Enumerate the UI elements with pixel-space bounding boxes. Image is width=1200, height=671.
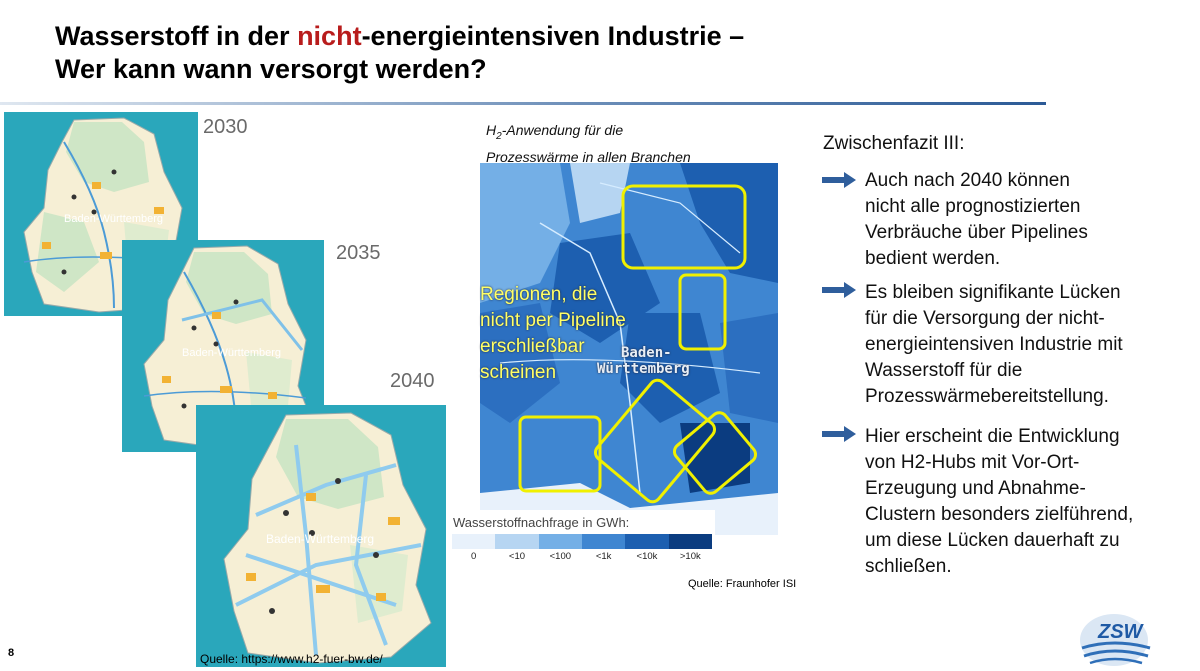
heatmap-source: Quelle: Fraunhofer ISI bbox=[688, 578, 797, 590]
slide-title: Wasserstoff in der nicht-energieintensiv… bbox=[55, 20, 744, 86]
heatmap-region-label: Baden- Württemberg bbox=[597, 345, 690, 377]
legend-title: Wasserstoffnachfrage in GWh: bbox=[453, 515, 630, 530]
logo-text: ZSW bbox=[1097, 621, 1145, 643]
title-text: -energieintensiven Industrie – bbox=[361, 21, 745, 51]
legend-swatch bbox=[581, 534, 626, 549]
title-text: Wasserstoff in der bbox=[55, 21, 298, 51]
legend-tick: <1k bbox=[595, 551, 612, 562]
arrow-right-icon bbox=[822, 172, 856, 188]
year-label-2040: 2040 bbox=[390, 370, 435, 392]
overlay-line: scheinen bbox=[480, 362, 557, 383]
fazit-bullet-1: Auch nach 2040 können nicht alle prognost… bbox=[865, 170, 1088, 269]
map-2040: Baden-Württemberg bbox=[196, 405, 446, 667]
maps-source: Quelle: https://www.h2-fuer-bw.de/ bbox=[200, 652, 383, 666]
map-land-label: Baden-Württemberg bbox=[64, 213, 163, 225]
arrow-right-icon bbox=[822, 282, 856, 298]
heatmap-title: H2-Anwendung für die Prozesswärme in all… bbox=[486, 120, 691, 167]
legend-swatch bbox=[538, 534, 582, 549]
year-label-2035: 2035 bbox=[336, 242, 381, 264]
overlay-line: Regionen, die bbox=[480, 284, 598, 305]
title-text: Prozesswärme in allen Branchen bbox=[486, 148, 691, 165]
map-land-label: Baden-Württemberg bbox=[266, 532, 374, 546]
heatmap-legend: Wasserstoffnachfrage in GWh: 0 <10 <100 … bbox=[450, 510, 715, 574]
legend-tick: <100 bbox=[549, 551, 572, 562]
legend-swatch bbox=[625, 534, 669, 549]
fazit-heading: Zwischenfazit III: bbox=[823, 133, 965, 154]
zsw-logo: ZSW bbox=[1080, 614, 1151, 666]
title-highlight: nicht bbox=[297, 21, 362, 51]
overlay-line: nicht per Pipeline bbox=[480, 310, 626, 331]
legend-swatch bbox=[452, 534, 496, 549]
legend-ticks: 0 <10 <100 <1k <10k >10k bbox=[452, 551, 712, 562]
title-text: H bbox=[486, 122, 497, 138]
legend-tick: 0 bbox=[471, 551, 477, 562]
legend-tick: <10k bbox=[636, 551, 658, 562]
legend-color-bar bbox=[452, 534, 712, 549]
title-text: -Anwendung für die bbox=[501, 122, 624, 138]
overlay-note: Regionen, die nicht per Pipeline erschli… bbox=[480, 282, 626, 386]
title-line-2: Wer kann wann versorgt werden? bbox=[55, 54, 487, 84]
title-divider bbox=[0, 102, 1046, 105]
legend-tick: <10 bbox=[508, 551, 526, 562]
legend-tick: >10k bbox=[679, 551, 701, 562]
year-label-2030: 2030 bbox=[203, 116, 248, 138]
legend-swatch bbox=[495, 534, 539, 549]
map-land-label: Baden-Württemberg bbox=[182, 347, 281, 359]
hydrogen-demand-map bbox=[480, 163, 778, 535]
arrow-right-icon bbox=[822, 426, 856, 442]
fazit-bullet-3: Hier erscheint die Entwicklung von H2-Hub… bbox=[865, 426, 1134, 577]
fazit-bullet-2: Es bleiben signifikante Lücken für die Ve… bbox=[865, 282, 1123, 407]
page-number: 8 bbox=[8, 647, 15, 659]
title-subscript: 2 bbox=[496, 130, 502, 142]
overlay-line: erschließbar bbox=[480, 336, 585, 357]
legend-swatch bbox=[668, 534, 712, 549]
title-line-1: Wasserstoff in der nicht-energieintensiv… bbox=[55, 20, 744, 53]
